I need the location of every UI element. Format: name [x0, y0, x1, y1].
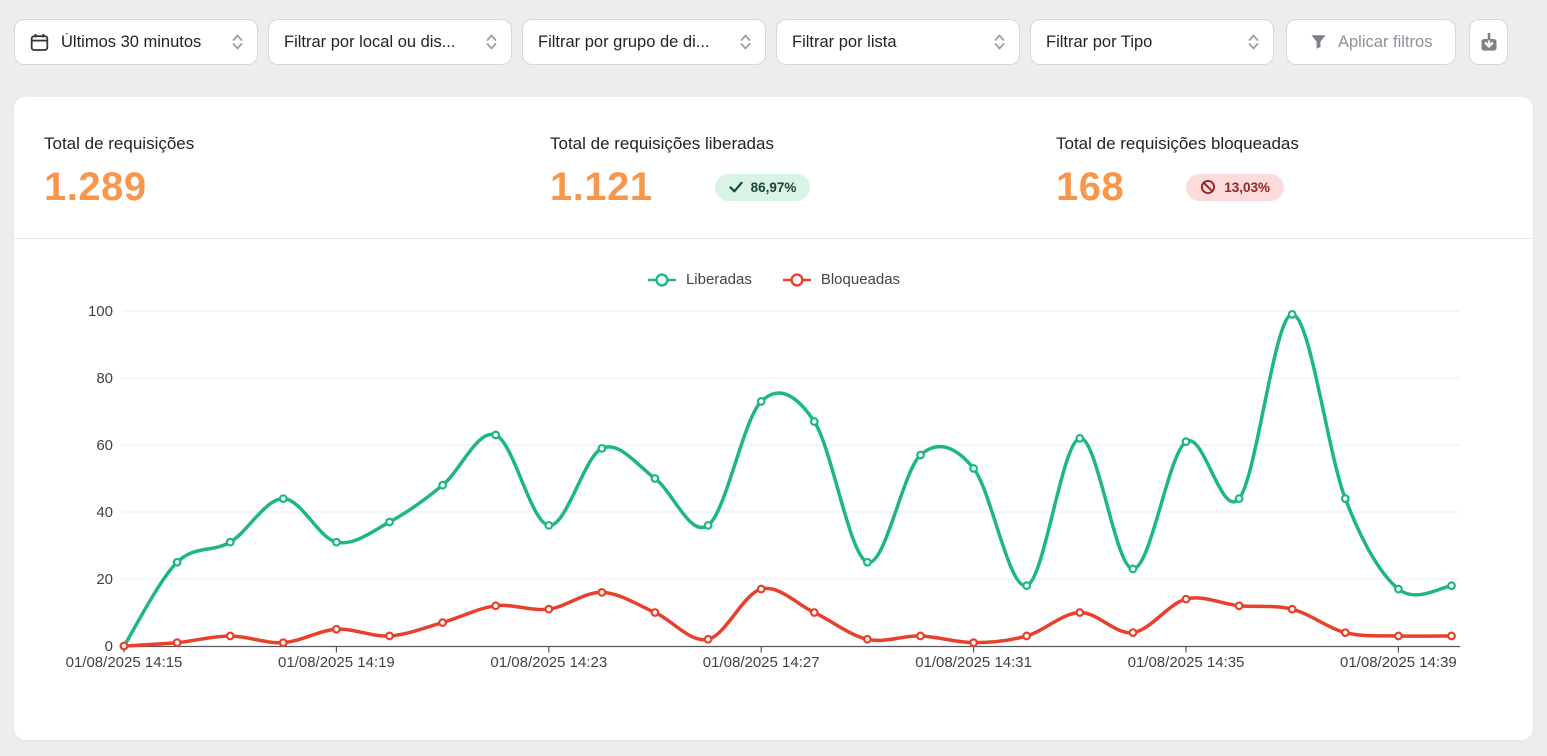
filter-device-group-select[interactable]: Filtrar por grupo de di... [522, 19, 766, 65]
svg-text:60: 60 [96, 437, 113, 454]
legend-label-liberadas: Liberadas [685, 271, 752, 288]
stat-blocked-value: 168 [1056, 165, 1125, 209]
svg-text:0: 0 [105, 638, 113, 655]
svg-text:01/08/2025 14:35: 01/08/2025 14:35 [1128, 654, 1245, 671]
unfold-chevron-icon [993, 32, 1006, 52]
unfold-chevron-icon [231, 32, 244, 52]
filter-list-label: Filtrar por lista [792, 32, 897, 51]
legend-item-liberadas[interactable]: Liberadas [647, 271, 752, 288]
legend-label-bloqueadas: Bloqueadas [820, 271, 901, 288]
line-series-marker-icon [782, 272, 812, 287]
svg-text:01/08/2025 14:19: 01/08/2025 14:19 [278, 654, 395, 671]
filter-local-label: Filtrar por local ou dis... [284, 32, 456, 51]
filter-funnel-icon [1310, 34, 1327, 50]
apply-filters-button[interactable]: Aplicar filtros [1286, 19, 1457, 65]
time-range-label: Últimos 30 minutos [61, 32, 202, 51]
filter-bar: Últimos 30 minutos Filtrar por local ou … [14, 19, 1509, 65]
svg-text:20: 20 [96, 571, 113, 588]
chart-legend: Liberadas Bloqueadas [14, 271, 1533, 288]
line-chart-canvas[interactable]: 0 20 40 60 80 100 01/08/2025 14:15 01/08/2025 1… [14, 239, 1533, 740]
svg-text:100: 100 [88, 303, 113, 320]
unfold-chevron-icon [485, 32, 498, 52]
svg-text:01/08/2025 14:39: 01/08/2025 14:39 [1340, 654, 1457, 671]
svg-text:01/08/2025 14:15: 01/08/2025 14:15 [66, 654, 183, 671]
svg-text:01/08/2025 14:31: 01/08/2025 14:31 [915, 654, 1032, 671]
filter-local-select[interactable]: Filtrar por local ou dis... [268, 19, 512, 65]
unfold-chevron-icon [1247, 32, 1260, 52]
filter-device-group-label: Filtrar por grupo de di... [538, 32, 710, 51]
stat-allowed-requests: Total de requisições liberadas 1.121 86,… [520, 97, 1026, 238]
unfold-chevron-icon [739, 32, 752, 52]
line-series-marker-icon [647, 272, 677, 287]
filter-type-select[interactable]: Filtrar por Tipo [1030, 19, 1274, 65]
check-icon [729, 181, 743, 193]
svg-text:40: 40 [96, 504, 113, 521]
stat-total-requests: Total de requisições 1.289 [14, 97, 520, 238]
card-divider [14, 238, 1533, 239]
filter-list-select[interactable]: Filtrar por lista [776, 19, 1020, 65]
stats-row: Total de requisições 1.289 Total de requ… [14, 97, 1533, 238]
blocked-percentage-text: 13,03% [1224, 179, 1271, 195]
stat-blocked-requests: Total de requisições bloqueadas 168 13,0… [1026, 97, 1532, 238]
blocked-percentage-badge: 13,03% [1186, 173, 1285, 201]
allowed-percentage-text: 86,97% [750, 179, 797, 195]
export-button[interactable] [1469, 19, 1509, 65]
stat-total-label: Total de requisições [44, 134, 195, 153]
dashboard-card: Total de requisições 1.289 Total de requ… [14, 97, 1533, 740]
svg-text:01/08/2025 14:23: 01/08/2025 14:23 [490, 654, 607, 671]
legend-item-bloqueadas[interactable]: Bloqueadas [782, 271, 900, 288]
stat-allowed-label: Total de requisições liberadas [550, 134, 774, 153]
stat-total-value: 1.289 [44, 165, 147, 209]
filter-type-label: Filtrar por Tipo [1046, 32, 1153, 51]
prohibited-icon [1200, 179, 1216, 195]
apply-filters-label: Aplicar filtros [1338, 32, 1433, 51]
stat-allowed-value: 1.121 [550, 165, 653, 209]
time-range-select[interactable]: Últimos 30 minutos [14, 19, 258, 65]
download-icon [1477, 30, 1501, 54]
allowed-percentage-badge: 86,97% [714, 173, 811, 201]
calendar-icon [30, 33, 49, 52]
svg-text:80: 80 [96, 370, 113, 387]
svg-text:01/08/2025 14:27: 01/08/2025 14:27 [703, 654, 820, 671]
requests-chart-section: Liberadas Bloqueadas 0 20 40 60 80 100 01/08/2… [14, 239, 1533, 740]
stat-blocked-label: Total de requisições bloqueadas [1056, 134, 1299, 153]
